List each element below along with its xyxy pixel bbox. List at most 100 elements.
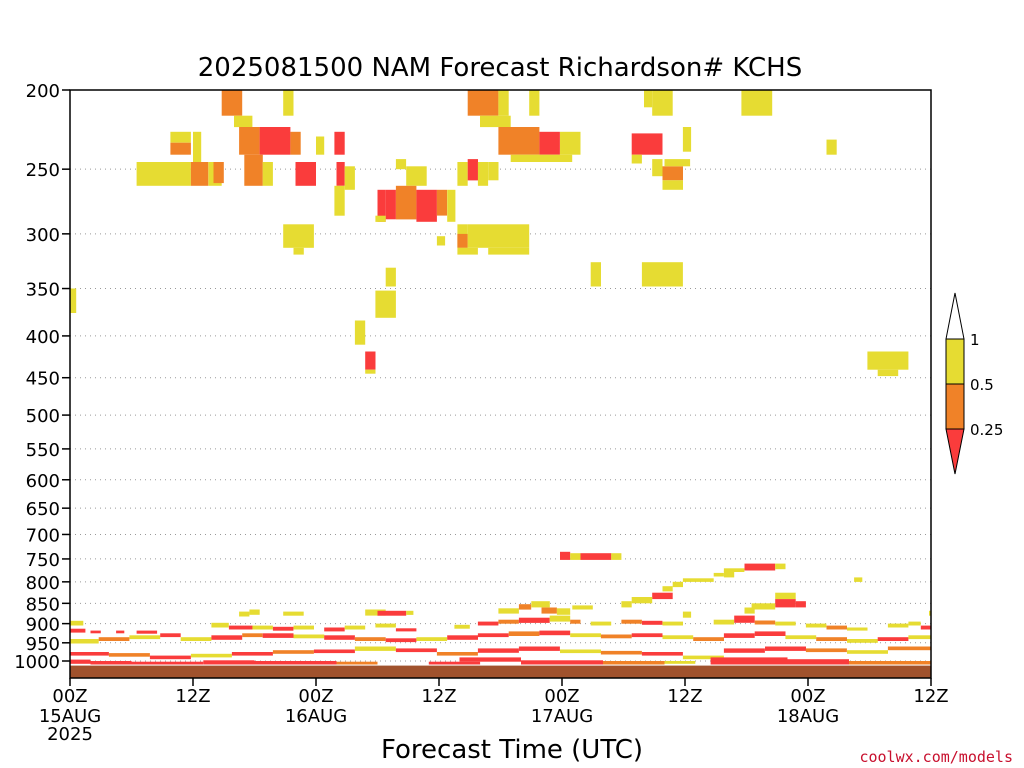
ri-cell-yellow [344,166,355,190]
x-tick-date: 17AUG [531,706,593,727]
y-tick-label-400: 400 [26,327,60,348]
ri-cell-orange [541,607,557,614]
ri-cell-yellow [662,621,683,626]
ri-cell-red [365,351,376,370]
ri-cell-yellow [560,131,581,155]
ri-cell-red [775,599,796,608]
y-tick-label-850: 850 [26,594,60,615]
ri-cell-yellow [908,621,921,626]
ri-cell-red [459,657,521,662]
ri-cell-yellow [662,180,683,190]
ri-cell-yellow [498,90,509,116]
x-tick-year: 2025 [47,724,93,745]
ri-cell-orange [98,637,130,641]
ri-cell-yellow [293,247,304,255]
ri-cell-red [136,630,158,634]
colorbar-label-1: 1 [970,331,980,349]
ri-cell-yellow [723,570,735,578]
ri-cell-red [324,627,345,632]
ri-cell-orange [600,650,642,655]
ri-cell-red [70,659,91,664]
ri-cell-red [447,635,478,640]
ri-cell-yellow [293,634,325,639]
ri-cell-yellow [467,224,530,248]
y-tick-label-750: 750 [26,550,60,571]
ri-cell-yellow [129,635,161,640]
ri-cell-yellow [826,139,837,155]
y-axis: 200 250 300 350 400 450 500 550 600 650 700 7508008… [14,81,70,673]
ri-cell-orange [887,646,931,651]
ri-cell-yellow [406,610,414,615]
ri-cell-red [734,615,755,623]
y-tick-label-600: 600 [26,471,60,492]
ri-cell-red [70,628,86,633]
ri-cell-yellow [590,621,612,626]
ri-cell-red [231,652,273,656]
x-tick-label: 12Z [175,686,210,707]
ri-cell-red [560,551,571,560]
ri-cell-yellow [741,90,773,116]
ri-cell-red [254,661,337,665]
ri-cell-red [385,638,417,643]
ri-cell-orange [239,127,260,155]
x-tick-label: 12Z [667,686,702,707]
x-tick-label: 12Z [913,686,948,707]
ri-cell-yellow [262,162,273,186]
ri-cell-yellow [744,607,755,614]
y-tick-label-1000: 1000 [14,652,60,673]
ri-cell-orange [213,162,224,184]
ri-cell-yellow [170,131,191,143]
ri-cell-orange [242,633,263,638]
ri-cell-yellow [664,661,696,664]
ri-cell-red [272,626,294,631]
ri-cell-yellow [641,262,683,287]
ri-cell-orange [290,131,301,155]
ground-layer [70,665,931,678]
ri-cell-orange [467,90,499,116]
ri-cell-red [765,646,806,651]
ri-cell-yellow [621,601,632,608]
ri-cell-red [228,625,253,630]
ri-cell-orange [336,661,378,665]
ri-cell-red [723,648,765,653]
ri-cell-yellow [713,572,724,577]
ri-cell-yellow [406,166,427,186]
ri-cell-orange [108,653,150,657]
ri-cell-yellow [457,162,468,186]
ri-cell-yellow [498,608,519,614]
y-tick-label-800: 800 [26,573,60,594]
ri-cell-red [518,646,560,651]
ri-cell-red [641,652,683,656]
ri-cell-red [90,661,132,665]
x-tick-label: 00Z [298,686,333,707]
ri-cell-yellow [480,115,511,128]
ri-cell-yellow [662,635,694,640]
ri-cell-yellow [334,185,345,216]
ri-cell-orange [805,648,847,653]
ri-cell-yellow [682,578,714,582]
ri-cell-yellow [316,136,325,155]
y-tick-label-350: 350 [26,280,60,301]
colorbar-bin-yellow [945,338,965,385]
y-tick-label-700: 700 [26,526,60,547]
ri-cell-red [377,189,386,222]
x-tick-label: 12Z [421,686,456,707]
ri-cell-yellow [457,247,478,255]
ri-cell-red [641,620,663,625]
ri-cell-red [262,633,294,638]
ri-cell-red [652,592,673,600]
ri-cell-red [131,661,204,665]
x-tick-date: 15AUG [39,706,101,727]
ri-cell-yellow [510,154,573,162]
ri-cell-red [744,563,776,571]
ri-cell-red [385,189,396,220]
colorbar-label-0.5: 0.5 [970,376,994,394]
ri-cell-red [754,631,786,636]
ri-cell-yellow [549,615,571,622]
ri-cell-red [920,625,932,630]
ri-cell-yellow [488,162,499,181]
ri-cell-red [521,660,603,665]
richardson-cells [70,90,932,665]
y-tick-label-450: 450 [26,369,60,390]
y-tick-label-550: 550 [26,440,60,461]
